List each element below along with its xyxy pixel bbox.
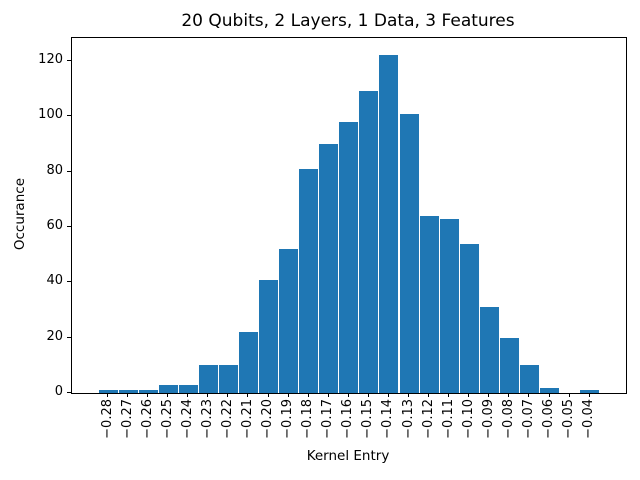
y-tick-label: 100 xyxy=(38,107,63,123)
y-tick-mark xyxy=(67,170,71,172)
x-tick-mark xyxy=(448,393,450,397)
y-tick-label: 80 xyxy=(46,162,63,178)
x-tick-label: −0.17 xyxy=(320,399,336,439)
x-tick-label: −0.13 xyxy=(400,399,416,439)
x-tick-label: −0.07 xyxy=(520,399,536,439)
x-tick-mark xyxy=(508,393,510,397)
x-tick-mark xyxy=(428,393,430,397)
x-tick-label: −0.10 xyxy=(460,399,476,439)
y-tick-label: 60 xyxy=(46,217,63,233)
x-tick-label: −0.11 xyxy=(440,399,456,439)
x-tick-label: −0.27 xyxy=(119,399,135,439)
y-tick-mark xyxy=(67,59,71,61)
x-tick-label: −0.09 xyxy=(480,399,496,439)
x-tick-label: −0.21 xyxy=(239,399,255,439)
y-tick-label: 120 xyxy=(38,51,63,67)
x-tick-mark xyxy=(127,393,129,397)
x-tick-mark xyxy=(307,393,309,397)
x-tick-mark xyxy=(387,393,389,397)
histogram-bar xyxy=(499,337,519,393)
x-tick-mark xyxy=(287,393,289,397)
plot-area xyxy=(71,37,627,394)
x-tick-label: −0.18 xyxy=(300,399,316,439)
histogram-bar xyxy=(98,390,118,393)
x-tick-label: −0.05 xyxy=(561,399,577,439)
histogram-bar xyxy=(138,390,158,393)
x-tick-mark xyxy=(107,393,108,397)
x-tick-mark xyxy=(207,393,209,397)
x-tick-mark xyxy=(528,393,530,397)
chart-title: 20 Qubits, 2 Layers, 1 Data, 3 Features xyxy=(181,11,515,31)
x-tick-mark xyxy=(167,393,169,397)
y-tick-mark xyxy=(67,225,71,227)
histogram-bar xyxy=(580,390,600,393)
x-tick-label: −0.14 xyxy=(380,399,396,439)
x-tick-mark xyxy=(488,393,490,397)
x-tick-mark xyxy=(327,393,329,397)
x-tick-mark xyxy=(267,393,269,397)
x-axis-label: Kernel Entry xyxy=(306,448,390,464)
x-tick-label: −0.20 xyxy=(260,399,276,439)
histogram-bar xyxy=(299,168,319,393)
x-tick-label: −0.19 xyxy=(280,399,296,439)
x-tick-mark xyxy=(568,393,570,397)
x-tick-label: −0.23 xyxy=(199,399,215,439)
histogram-bar xyxy=(319,144,339,393)
y-tick-mark xyxy=(67,281,71,283)
histogram-bar xyxy=(479,307,499,393)
y-tick-label: 0 xyxy=(54,384,63,399)
histogram-bar xyxy=(238,332,258,393)
x-tick-mark xyxy=(247,393,249,397)
y-tick-mark xyxy=(67,115,71,117)
x-tick-label: −0.24 xyxy=(179,399,195,439)
x-tick-mark xyxy=(588,393,590,397)
histogram-bar xyxy=(259,279,279,393)
histogram-bar xyxy=(178,384,198,393)
x-tick-label: −0.28 xyxy=(99,399,115,439)
x-tick-label: −0.06 xyxy=(541,399,557,439)
y-tick-label: 20 xyxy=(46,328,63,344)
x-tick-mark xyxy=(408,393,410,397)
y-tick-mark xyxy=(67,336,71,338)
histogram-bar xyxy=(339,121,359,393)
x-tick-mark xyxy=(347,393,349,397)
x-tick-label: −0.04 xyxy=(581,399,597,439)
x-tick-label: −0.12 xyxy=(420,399,436,439)
y-tick-label: 40 xyxy=(46,273,63,289)
x-tick-mark xyxy=(147,393,149,397)
x-tick-mark xyxy=(227,393,229,397)
x-tick-label: −0.08 xyxy=(500,399,516,439)
x-tick-label: −0.15 xyxy=(360,399,376,439)
x-tick-mark xyxy=(468,393,470,397)
histogram-bar xyxy=(158,384,178,393)
bars-layer xyxy=(72,38,626,393)
x-tick-mark xyxy=(187,393,189,397)
x-tick-label: −0.22 xyxy=(219,399,235,439)
x-tick-label: −0.25 xyxy=(159,399,175,439)
x-tick-label: −0.26 xyxy=(139,399,155,439)
x-tick-label: −0.16 xyxy=(340,399,356,439)
histogram-bar xyxy=(399,113,419,393)
histogram-bar xyxy=(519,365,539,393)
histogram-bar xyxy=(419,215,439,393)
histogram-bar xyxy=(459,243,479,393)
x-tick-mark xyxy=(548,393,550,397)
x-tick-mark xyxy=(367,393,369,397)
histogram-bar xyxy=(118,390,138,393)
histogram-bar xyxy=(279,249,299,393)
histogram-bar xyxy=(379,55,399,393)
y-tick-mark xyxy=(67,392,71,393)
histogram-bar xyxy=(218,365,238,393)
histogram-bar xyxy=(540,387,560,393)
histogram-bar xyxy=(439,218,459,393)
histogram-bar xyxy=(198,365,218,393)
histogram-bar xyxy=(359,91,379,393)
y-axis-label: Occurance xyxy=(12,178,28,251)
